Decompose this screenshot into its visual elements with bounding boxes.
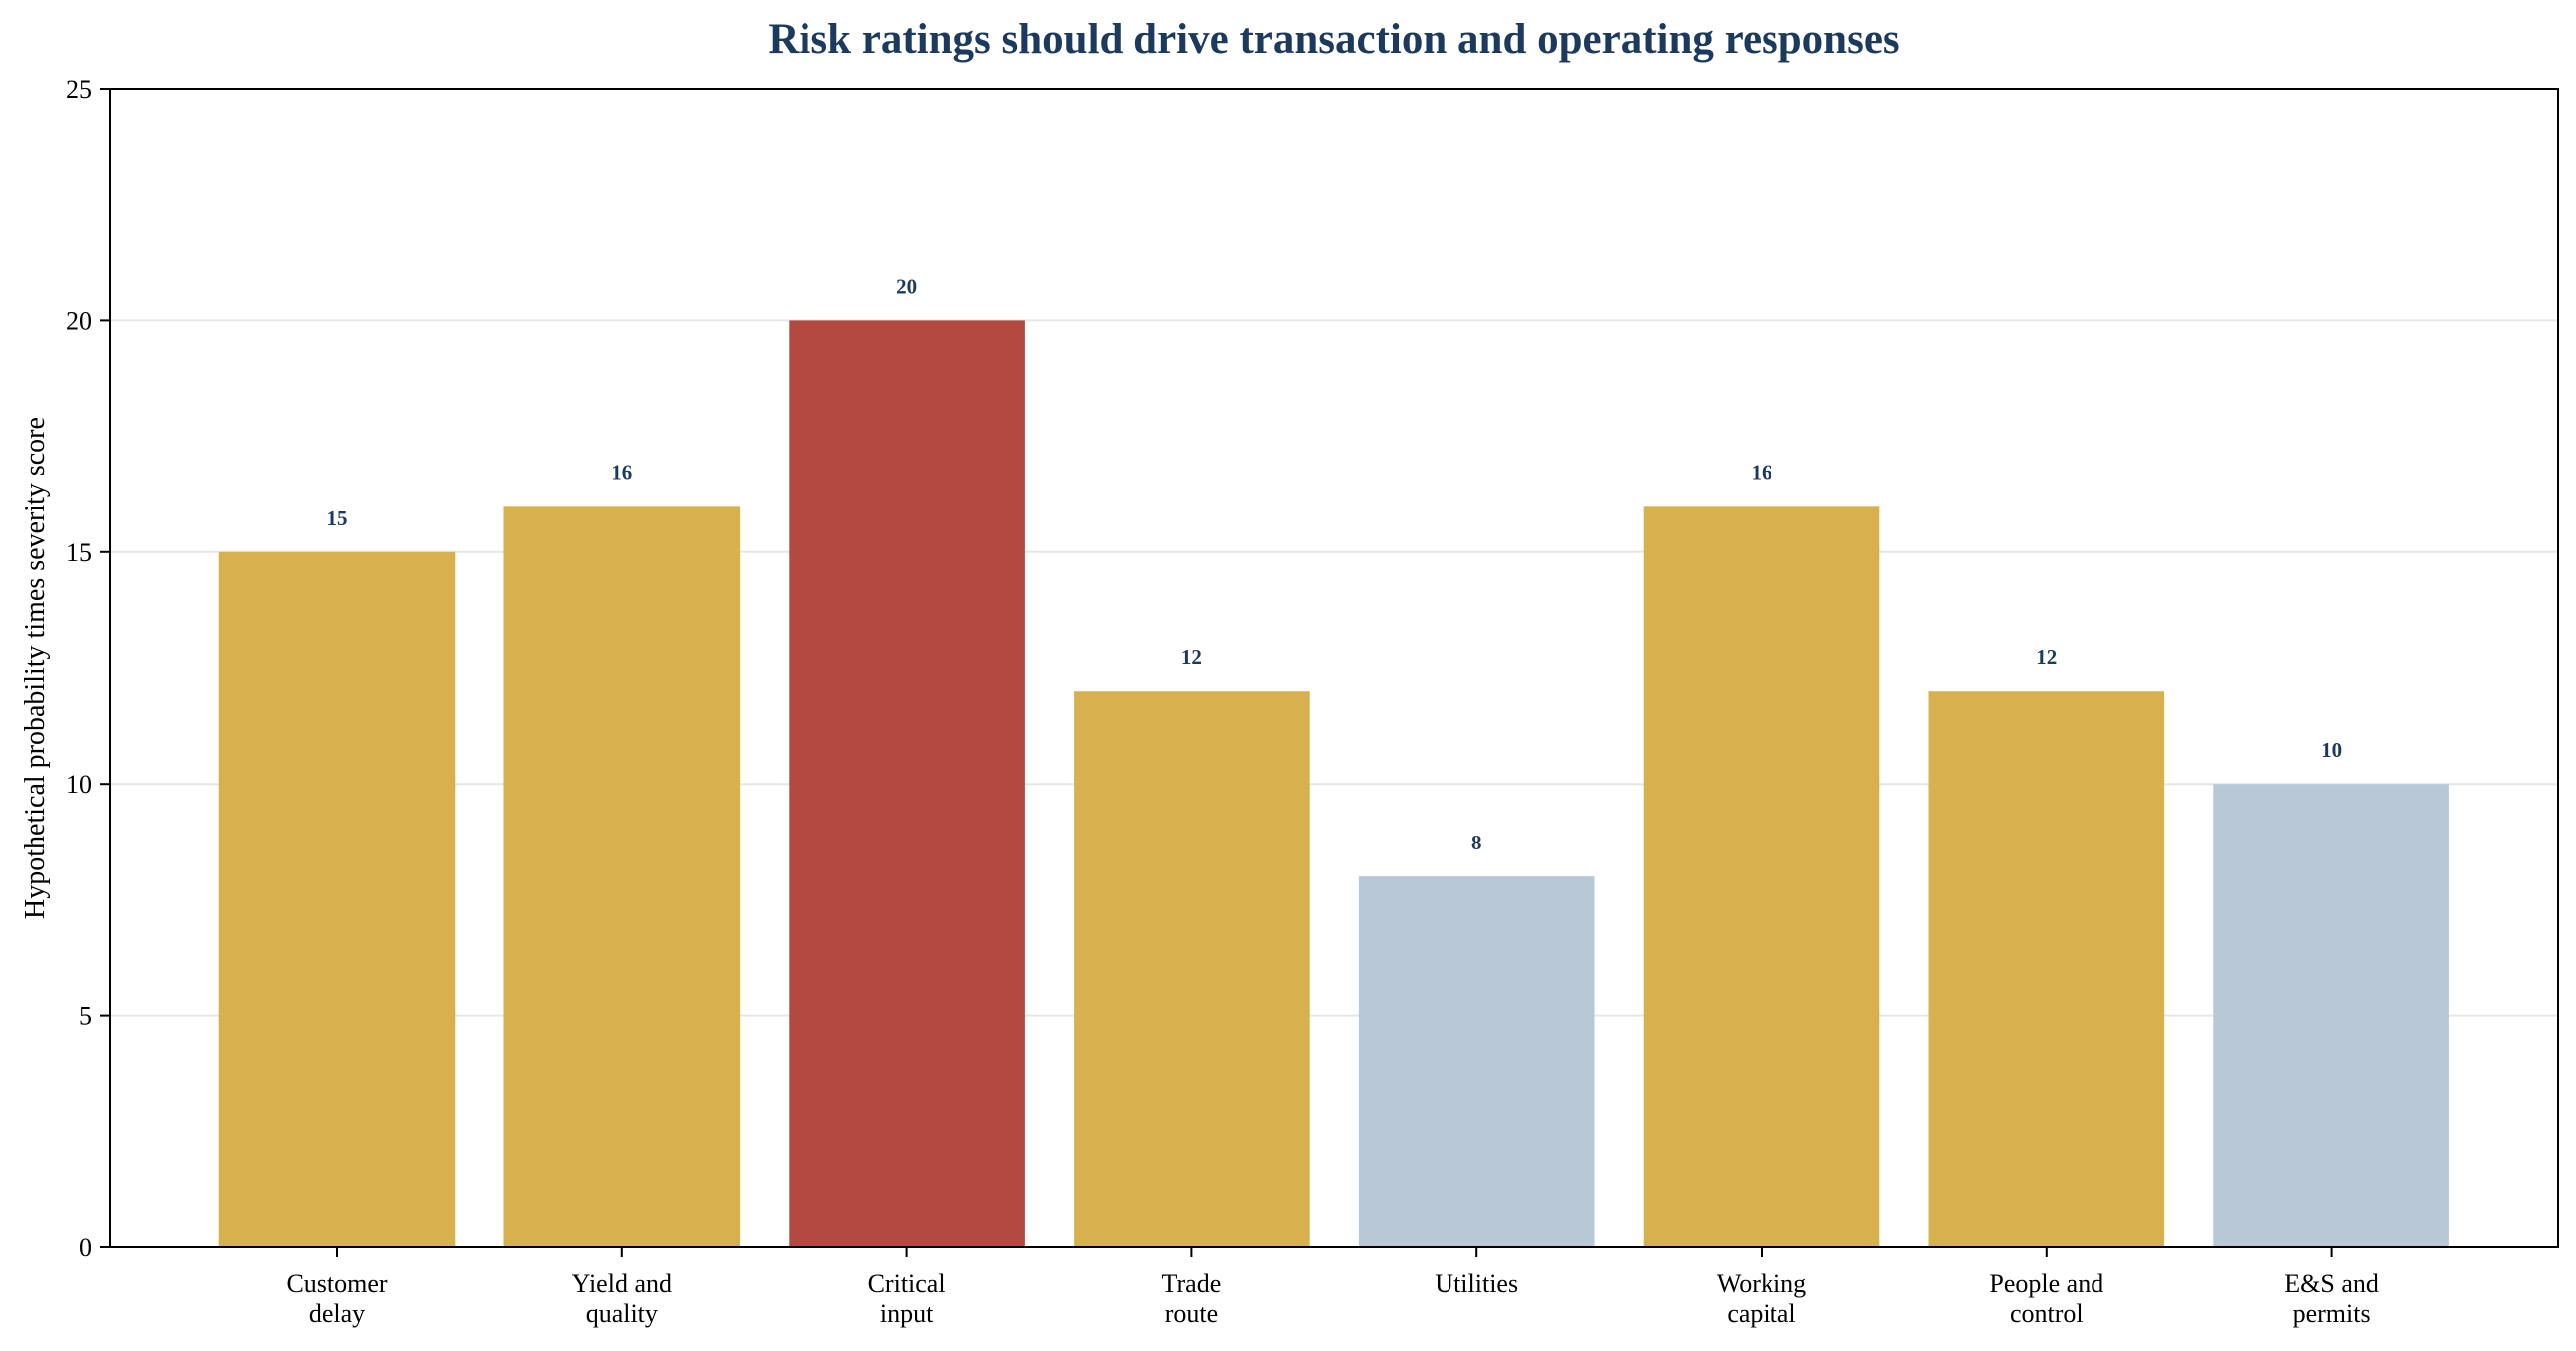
x-tick-label: Yield and quality [572,1269,672,1328]
x-tick-label: Utilities [1435,1269,1518,1298]
bar [1928,691,2165,1247]
bar [789,320,1025,1247]
x-tick-label-line: route [1165,1299,1218,1328]
bar [218,551,456,1247]
y-tick-label: 5 [79,1002,92,1031]
x-tick-label-line: Yield and [572,1269,672,1298]
bar-value-label: 16 [611,460,632,484]
bar [1643,506,1880,1247]
bars [218,320,2449,1247]
y-tick-label: 15 [66,538,92,567]
x-axis-ticks: Customer delay Yield and quality Critical inp… [286,1247,2379,1328]
y-tick-label: 10 [66,770,92,799]
bar-value-label: 16 [1752,460,1772,484]
x-tick-label-line: Customer [286,1269,387,1298]
plot-frame [109,88,2559,1248]
y-tick-label: 0 [79,1233,92,1262]
x-tick-label-line: delay [309,1299,365,1328]
y-axis-ticks: 0 5 10 15 20 25 [66,75,110,1262]
bar-value-label: 12 [1181,645,1202,669]
bar-value-label: 12 [2036,645,2057,669]
bar-value-label: 15 [327,507,348,530]
x-tick-label-line: E&S and [2284,1269,2379,1298]
bar-value-label: 10 [2321,738,2342,762]
y-tick-label: 20 [66,306,92,335]
chart-title: Risk ratings should drive transaction an… [768,16,1899,63]
bar [503,506,741,1247]
x-tick-label-line: quality [586,1299,658,1328]
y-axis-label: Hypothetical probability times severity … [20,417,51,919]
y-tick-label: 25 [66,75,92,104]
x-tick-label: People and control [1989,1269,2103,1328]
x-tick-label-line: input [880,1299,934,1328]
x-tick-label-line: Trade [1162,1269,1222,1298]
bar [2213,784,2449,1247]
grid-lines [110,319,2558,1017]
x-tick-label-line: Utilities [1435,1269,1518,1298]
x-tick-label-line: capital [1727,1299,1795,1328]
bar-value-label: 8 [1471,831,1482,854]
x-tick-label: Working capital [1717,1269,1806,1328]
x-tick-label: Trade route [1162,1269,1222,1328]
x-tick-label-line: control [2010,1299,2084,1328]
x-tick-label-line: Critical [868,1269,946,1298]
x-tick-label: Customer delay [286,1269,387,1328]
value-labels: 15 16 20 12 8 16 12 10 [327,274,2343,854]
x-tick-label-line: People and [1989,1269,2103,1298]
x-tick-label-line: permits [2293,1299,2371,1328]
bar-value-label: 20 [896,274,917,298]
bar [1074,691,1310,1247]
x-tick-label: Critical input [868,1269,946,1328]
x-tick-label-line: Working [1717,1269,1806,1298]
bar [1358,876,1595,1247]
x-tick-label: E&S and permits [2284,1269,2379,1328]
